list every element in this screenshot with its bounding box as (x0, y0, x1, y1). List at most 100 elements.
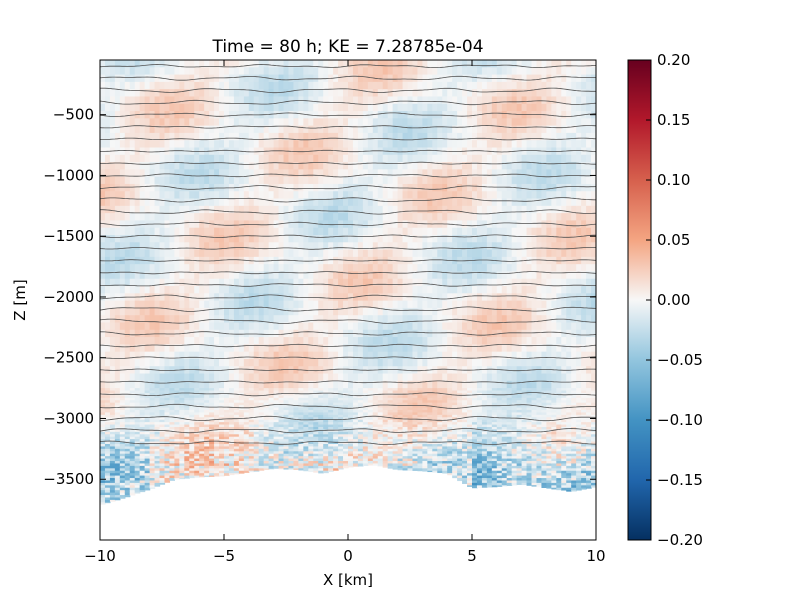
field-cell (228, 465, 235, 469)
field-cell (323, 465, 329, 469)
field-cell (263, 183, 270, 192)
field-cell (109, 103, 116, 112)
field-cell (313, 344, 319, 353)
field-cell (333, 366, 339, 375)
field-cell (293, 439, 299, 443)
field-cell (204, 227, 210, 236)
field-cell (109, 67, 116, 76)
field-cell (367, 344, 374, 353)
field-cell (377, 463, 384, 467)
field-cell (169, 154, 175, 163)
field-cell (323, 426, 329, 431)
field-cell (134, 60, 141, 68)
field-cell (124, 468, 131, 472)
field-cell (114, 424, 121, 428)
field-cell (338, 366, 344, 375)
field-cell (288, 67, 295, 76)
field-cell (129, 412, 136, 416)
field-cell (333, 390, 339, 394)
field-cell (283, 111, 290, 119)
field-cell (233, 242, 240, 251)
field-cell (392, 390, 399, 394)
field-cell (134, 480, 141, 484)
field-cell (100, 169, 106, 178)
field-cell (372, 424, 379, 428)
field-cell (333, 74, 339, 83)
field-cell (139, 417, 146, 421)
field-cell (382, 453, 389, 457)
field-cell (362, 390, 369, 394)
field-cell (219, 395, 225, 399)
field-cell (224, 198, 230, 207)
field-cell (219, 414, 225, 418)
field-cell (224, 473, 230, 476)
field-cell (204, 468, 210, 472)
field-cell (372, 431, 379, 435)
field-cell (154, 315, 161, 324)
field-cell (273, 67, 280, 76)
field-cell (169, 475, 175, 479)
field-cell (303, 103, 309, 112)
field-cell (293, 81, 299, 90)
field-cell (114, 183, 121, 192)
field-cell (214, 461, 220, 465)
field-cell (288, 60, 295, 68)
field-cell (313, 422, 319, 426)
field-cell (199, 451, 205, 455)
field-cell (367, 169, 374, 178)
field-cell (204, 264, 210, 273)
field-cell (382, 431, 389, 435)
field-cell (293, 390, 299, 394)
field-cell (184, 344, 190, 353)
field-cell (377, 397, 384, 401)
field-cell (333, 227, 339, 236)
field-cell (134, 426, 141, 431)
field-cell (323, 397, 329, 401)
field-cell (248, 322, 255, 331)
field-cell (209, 60, 215, 68)
field-cell (392, 74, 399, 83)
field-cell (209, 344, 215, 353)
field-cell (323, 242, 329, 251)
field-cell (204, 407, 210, 411)
field-cell (134, 183, 141, 192)
field-cell (248, 461, 255, 465)
field-cell (149, 132, 156, 141)
field-cell (219, 249, 225, 258)
field-cell (387, 205, 394, 214)
field-cell (333, 169, 339, 178)
field-cell (124, 118, 131, 127)
field-cell (228, 198, 235, 207)
field-cell (273, 322, 280, 331)
field-cell (298, 307, 304, 316)
field-cell (174, 441, 180, 445)
field-cell (243, 81, 250, 90)
field-cell (204, 458, 210, 462)
field-cell (352, 407, 359, 411)
field-cell (139, 322, 146, 331)
field-cell (248, 448, 255, 452)
field-cell (224, 103, 230, 112)
field-cell (124, 307, 131, 316)
field-cell (397, 322, 404, 331)
field-cell (209, 125, 215, 134)
field-cell (362, 431, 369, 435)
field-cell (124, 402, 131, 406)
field-cell (323, 81, 329, 90)
field-cell (189, 475, 195, 479)
field-cell (352, 390, 359, 394)
field-cell (169, 436, 175, 440)
field-cell (179, 470, 185, 474)
field-cell (243, 436, 250, 440)
field-cell (352, 154, 359, 163)
field-cell (134, 242, 141, 251)
field-cell (119, 278, 126, 287)
field-cell (303, 409, 309, 413)
field-cell (109, 388, 116, 392)
field-cell (154, 81, 161, 90)
field-cell (338, 264, 344, 273)
field-cell (169, 147, 175, 156)
field-cell (352, 463, 359, 467)
field-cell (298, 414, 304, 418)
field-cell (184, 111, 190, 119)
